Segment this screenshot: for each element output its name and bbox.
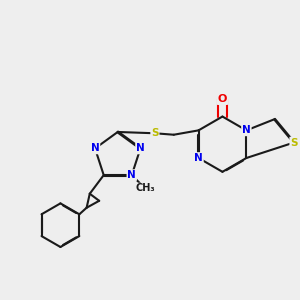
Text: CH₃: CH₃ bbox=[135, 184, 155, 194]
Text: N: N bbox=[136, 143, 145, 153]
Text: N: N bbox=[128, 170, 136, 180]
Text: N: N bbox=[91, 143, 99, 153]
Text: S: S bbox=[151, 128, 159, 138]
Text: N: N bbox=[194, 153, 203, 163]
Text: S: S bbox=[290, 137, 298, 148]
Text: O: O bbox=[218, 94, 227, 104]
Text: N: N bbox=[242, 125, 251, 135]
